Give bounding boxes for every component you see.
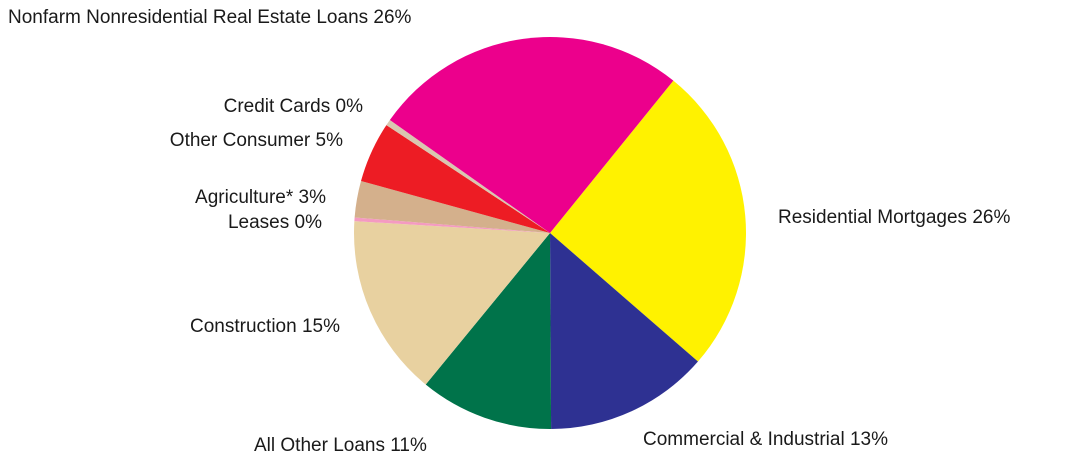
category-name: Residential Mortgages <box>778 207 967 228</box>
category-name: Nonfarm Nonresidential Real Estate Loans <box>8 7 368 28</box>
slice-label: Residential Mortgages 26% <box>778 207 1010 228</box>
slice-label: Leases 0% <box>228 212 322 233</box>
slice-label: Commercial & Industrial 13% <box>643 429 888 450</box>
pie-slice <box>354 181 550 233</box>
pie-slice <box>425 233 552 430</box>
value-label: 26% <box>373 7 411 28</box>
pie-slice <box>389 37 674 233</box>
pie-slice <box>550 233 698 429</box>
slice-label: Credit Cards 0% <box>224 96 364 117</box>
pie-slice <box>550 80 746 362</box>
category-name: Leases <box>228 212 289 233</box>
slice-label: Other Consumer 5% <box>170 130 343 151</box>
slice-label: All Other Loans 11% <box>254 435 427 456</box>
value-label: 11% <box>390 435 427 456</box>
pie-slice <box>354 217 550 233</box>
value-label: 15% <box>302 316 340 337</box>
value-label: 13% <box>850 429 888 450</box>
category-name: Other Consumer <box>170 130 311 151</box>
pie-slice <box>354 221 550 385</box>
value-label: 0% <box>295 212 323 233</box>
pie-slice <box>386 119 550 233</box>
category-name: Construction <box>190 316 297 337</box>
category-name: All Other Loans <box>254 435 385 456</box>
category-name: Agriculture* <box>195 187 294 208</box>
value-label: 5% <box>316 130 344 151</box>
category-name: Commercial & Industrial <box>643 429 845 450</box>
value-label: 0% <box>336 96 364 117</box>
slice-label: Construction 15% <box>190 316 340 337</box>
value-label: 26% <box>972 207 1010 228</box>
value-label: 3% <box>299 187 327 208</box>
slice-label: Nonfarm Nonresidential Real Estate Loans… <box>8 7 412 28</box>
pie-slice <box>361 125 550 233</box>
slice-label: Agriculture* 3% <box>195 187 326 208</box>
category-name: Credit Cards <box>224 96 331 117</box>
